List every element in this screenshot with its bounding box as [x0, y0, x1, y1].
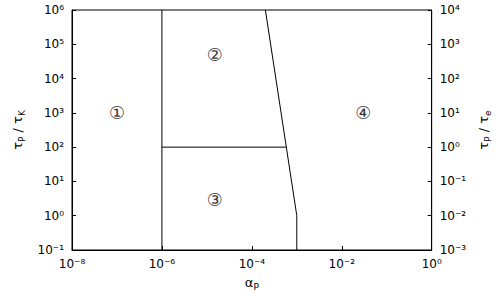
svg-text:τ: τ: [10, 142, 25, 150]
svg-text:10⁻⁶: 10⁻⁶: [149, 257, 176, 271]
svg-text:10¹: 10¹: [440, 106, 460, 120]
svg-text:P: P: [253, 282, 259, 292]
svg-text:τ: τ: [10, 116, 25, 124]
svg-text:10²: 10²: [44, 140, 64, 154]
svg-text:10⁻⁴: 10⁻⁴: [239, 257, 266, 271]
svg-text:/: /: [476, 124, 491, 137]
svg-text:10⁶: 10⁶: [44, 3, 64, 17]
svg-text:10⁻⁸: 10⁻⁸: [59, 257, 86, 271]
svg-text:④: ④: [355, 102, 371, 123]
svg-text:10⁰: 10⁰: [440, 140, 460, 154]
svg-text:α: α: [245, 275, 254, 290]
svg-text:10³: 10³: [440, 37, 460, 51]
svg-text:τ: τ: [476, 142, 491, 150]
svg-text:10⁴: 10⁴: [44, 72, 64, 86]
svg-text:10⁰: 10⁰: [422, 257, 442, 271]
svg-text:10⁻²: 10⁻²: [329, 257, 356, 271]
svg-text:/: /: [10, 124, 25, 137]
svg-text:10⁴: 10⁴: [440, 3, 460, 17]
svg-text:10⁻¹: 10⁻¹: [440, 174, 467, 188]
svg-text:①: ①: [109, 102, 125, 123]
svg-text:10⁻³: 10⁻³: [440, 243, 467, 257]
svg-text:P: P: [482, 136, 493, 142]
svg-text:10³: 10³: [44, 106, 64, 120]
svg-text:②: ②: [207, 44, 223, 65]
svg-text:τ: τ: [476, 116, 491, 124]
svg-text:e: e: [483, 110, 493, 116]
svg-text:10⁵: 10⁵: [44, 37, 64, 51]
svg-text:P: P: [16, 136, 27, 142]
svg-text:10¹: 10¹: [44, 174, 64, 188]
svg-text:10⁻¹: 10⁻¹: [38, 243, 65, 257]
svg-text:10²: 10²: [440, 72, 460, 86]
svg-text:10⁰: 10⁰: [44, 209, 64, 223]
svg-text:K: K: [17, 109, 27, 116]
svg-text:10⁻²: 10⁻²: [440, 209, 467, 223]
svg-text:③: ③: [207, 189, 223, 210]
